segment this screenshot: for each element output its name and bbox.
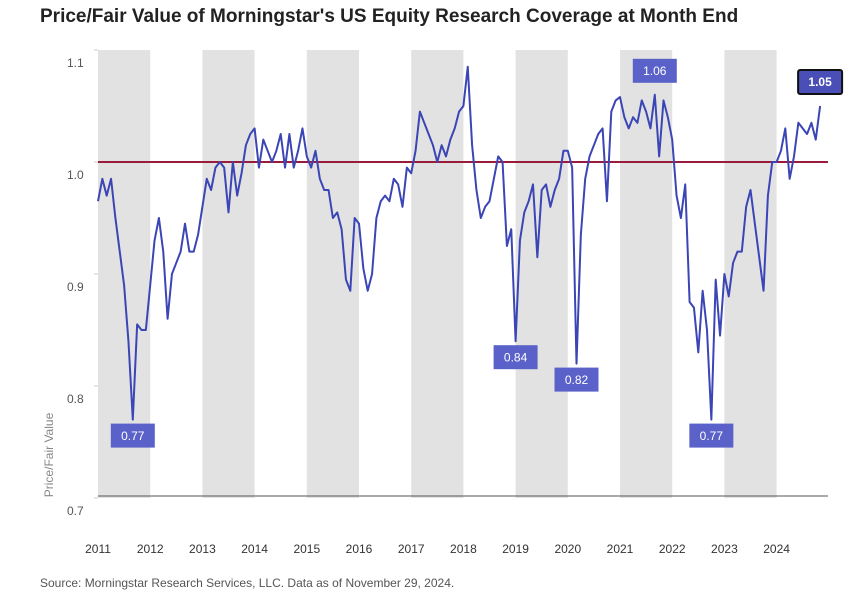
x-tick-label: 2022: [659, 542, 686, 556]
year-shade: [515, 50, 568, 498]
value-label-box: 1.06: [632, 58, 677, 83]
y-tick-label: 0.7: [67, 504, 84, 518]
value-label-box: 0.77: [689, 423, 734, 448]
value-label-box: 0.77: [110, 423, 155, 448]
label-box: [632, 58, 677, 83]
value-label: 0.84: [504, 350, 528, 364]
label-box: [797, 69, 844, 95]
y-axis-label: Price/Fair Value: [42, 412, 56, 497]
data-line: [97, 65, 822, 421]
x-tick-label: 2023: [711, 542, 738, 556]
year-shade: [620, 50, 673, 498]
x-tick-label: 2020: [554, 542, 581, 556]
x-tick-label: 2012: [137, 542, 164, 556]
x-tick-label: 2016: [346, 542, 373, 556]
chart-title: Price/Fair Value of Morningstar's US Equ…: [40, 6, 738, 27]
label-box: [493, 345, 538, 370]
x-tick-label: 2011: [85, 542, 111, 556]
y-tick-label: 0.9: [67, 280, 84, 294]
year-shade: [98, 50, 151, 498]
source-note: Source: Morningstar Research Services, L…: [40, 576, 454, 590]
value-label: 0.77: [121, 429, 145, 443]
year-shade: [202, 50, 255, 498]
x-tick-label: 2013: [189, 542, 216, 556]
value-label: 1.06: [643, 64, 667, 78]
value-label: 0.77: [700, 429, 724, 443]
value-label: 0.82: [565, 373, 589, 387]
y-tick-label: 1.0: [67, 168, 84, 182]
x-tick-label: 2015: [293, 542, 320, 556]
label-box: [689, 423, 734, 448]
x-tick-label: 2014: [241, 542, 268, 556]
x-tick-label: 2017: [398, 542, 425, 556]
value-label-box: 1.05: [797, 69, 844, 95]
y-tick-label: 1.1: [67, 56, 84, 70]
value-label-box: 0.82: [554, 367, 599, 392]
x-tick-label: 2024: [763, 542, 790, 556]
value-label-box: 0.84: [493, 345, 538, 370]
x-tick-label: 2018: [450, 542, 477, 556]
y-tick-label: 0.8: [67, 392, 84, 406]
label-box: [554, 367, 599, 392]
label-box: [110, 423, 155, 448]
x-tick-label: 2021: [607, 542, 634, 556]
x-tick-label: 2019: [502, 542, 529, 556]
year-shade: [306, 50, 359, 498]
year-shade: [724, 50, 777, 498]
value-label: 1.05: [808, 75, 832, 89]
